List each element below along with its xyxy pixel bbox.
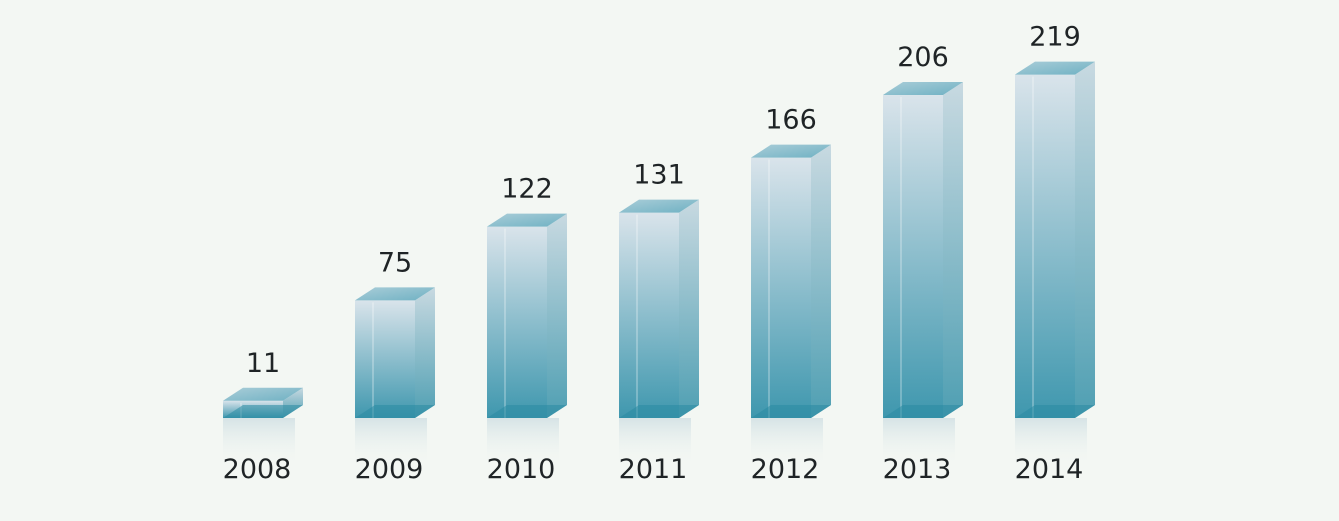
bar-side-face: [547, 213, 567, 418]
bar-reflection: [1015, 418, 1087, 466]
bar-top-cap: [1015, 61, 1095, 75]
value-label: 206: [897, 42, 949, 73]
bar-base: [355, 405, 435, 418]
bar-side-face: [811, 144, 831, 418]
bar-front-face: [355, 300, 415, 418]
bar-reflection: [487, 418, 559, 466]
bar-top-cap: [487, 213, 567, 227]
bar-2010: [487, 213, 567, 466]
category-label: 2008: [223, 454, 292, 485]
category-label: 2013: [883, 454, 952, 485]
bar-reflection: [619, 418, 691, 466]
value-label: 219: [1029, 22, 1081, 53]
category-label: 2011: [619, 454, 688, 485]
bar-base: [751, 405, 831, 418]
bar-2009: [355, 287, 435, 466]
bar-side-face: [415, 287, 435, 418]
bar-base: [619, 405, 699, 418]
bar-base: [223, 405, 303, 418]
bar-top-cap: [883, 81, 963, 95]
category-label: 2010: [487, 454, 556, 485]
bar-base: [883, 405, 963, 418]
bar-reflection: [751, 418, 823, 466]
value-label: 75: [378, 247, 412, 278]
bar-front-face: [1015, 74, 1075, 419]
bar-2011: [619, 199, 699, 466]
bar-top-cap: [223, 387, 303, 401]
bar-reflection: [355, 418, 427, 466]
bars-layer: [223, 61, 1095, 466]
value-label: 166: [765, 105, 817, 136]
bar-2012: [751, 144, 831, 466]
bar-base: [487, 405, 567, 418]
value-label: 122: [501, 174, 553, 205]
bar-top-cap: [619, 199, 699, 213]
category-label: 2009: [355, 454, 424, 485]
bar-front-face: [883, 94, 943, 419]
value-label: 131: [633, 160, 685, 191]
labels-layer: 11 2008 75 2009 122 2010 131 2011 166 2012 206 2013…: [223, 22, 1084, 485]
bar-front-face: [751, 157, 811, 418]
bar-2008: [223, 387, 303, 466]
bar-reflection: [223, 418, 295, 466]
category-label: 2012: [751, 454, 820, 485]
bar-front-face: [619, 212, 679, 418]
bar-front-face: [487, 226, 547, 418]
bar-reflection: [883, 418, 955, 466]
category-label: 2014: [1015, 454, 1084, 485]
bar-side-face: [1075, 61, 1095, 419]
value-label: 11: [246, 348, 280, 379]
bar-2013: [883, 81, 963, 466]
bar-2014: [1015, 61, 1095, 466]
bar-side-face: [679, 199, 699, 418]
bar-side-face: [943, 81, 963, 419]
bar-top-cap: [355, 287, 435, 301]
bar-top-cap: [751, 144, 831, 158]
bar-base: [1015, 405, 1095, 418]
